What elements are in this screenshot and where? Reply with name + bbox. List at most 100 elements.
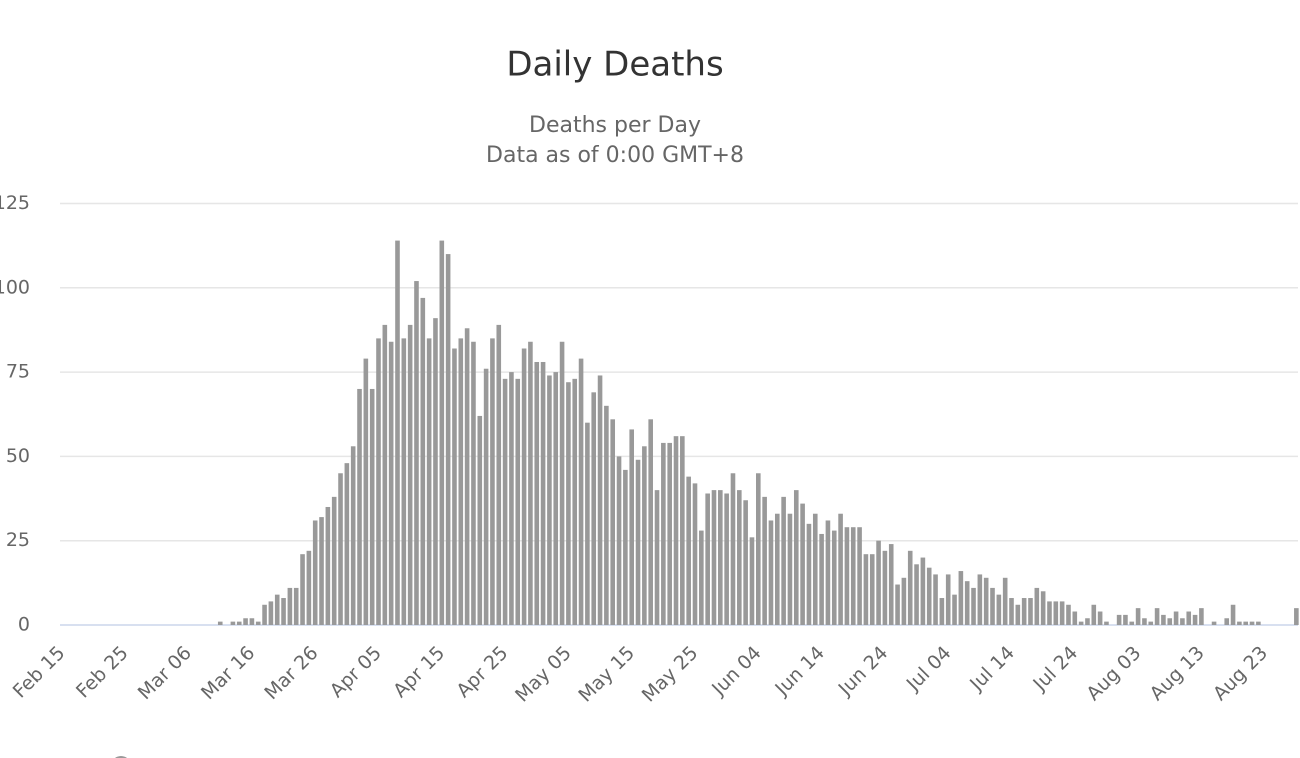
bar (920, 557, 926, 625)
bar (1211, 621, 1217, 625)
bar (445, 254, 451, 625)
bar (578, 358, 584, 625)
bar (648, 419, 653, 625)
bar (496, 324, 502, 625)
bar (262, 604, 267, 625)
bar (616, 456, 622, 625)
bar (914, 564, 919, 625)
bar (572, 378, 578, 625)
bar (756, 473, 761, 625)
bar (1199, 608, 1204, 625)
x-tick-label: May 25 (638, 642, 703, 707)
bar (1135, 608, 1141, 625)
y-tick-label: 75 (6, 361, 30, 383)
bar (907, 550, 913, 625)
bar (1015, 604, 1021, 625)
bar (388, 341, 394, 625)
bar (661, 442, 666, 625)
bar (1243, 621, 1249, 625)
bar (312, 520, 318, 625)
bar (319, 517, 324, 625)
bar (331, 496, 337, 625)
bar (705, 493, 710, 625)
x-tick-label: Jun 24 (834, 642, 893, 701)
bar (300, 554, 305, 625)
bar (439, 240, 445, 626)
x-tick-label: Feb 15 (9, 642, 70, 703)
x-tick-label: Aug 13 (1146, 642, 1209, 705)
bar (781, 496, 786, 625)
bar (1085, 618, 1090, 625)
bar (952, 594, 957, 625)
bar (869, 554, 875, 625)
bar (850, 527, 856, 625)
bar (1040, 591, 1046, 625)
bar (1230, 604, 1236, 625)
bar (737, 490, 742, 625)
x-tick-label: Apr 15 (389, 642, 449, 702)
x-tick-label: Apr 05 (326, 642, 386, 702)
x-tick-label: Mar 26 (260, 642, 322, 704)
bar (680, 436, 685, 625)
x-tick-label: Jul 04 (902, 642, 956, 696)
bar (369, 388, 375, 625)
bar (521, 348, 527, 625)
bar (812, 513, 818, 625)
bar (591, 392, 597, 625)
bar (458, 338, 464, 625)
bar (528, 341, 533, 625)
bar (477, 415, 483, 625)
bar (287, 587, 293, 625)
bar (1123, 614, 1128, 625)
bar (1167, 618, 1173, 625)
bar (363, 358, 369, 625)
bar (1078, 621, 1084, 625)
bar (325, 506, 331, 625)
bar (426, 338, 432, 625)
bar (895, 584, 900, 625)
bar (1002, 577, 1008, 625)
bar (243, 618, 248, 625)
bar (711, 490, 717, 625)
bar (1066, 604, 1071, 625)
y-tick-label: 50 (6, 445, 30, 467)
bar (629, 429, 634, 625)
bar (831, 530, 837, 625)
bar (1237, 621, 1242, 625)
bar (635, 459, 641, 625)
bar (407, 324, 413, 625)
bar (515, 378, 521, 625)
bar (1294, 608, 1299, 625)
bar (673, 436, 679, 625)
bar (230, 621, 236, 625)
x-tick-label: Aug 03 (1082, 642, 1145, 705)
bar (996, 594, 1002, 625)
bar (1129, 621, 1135, 625)
bar (844, 527, 850, 625)
bar (350, 446, 356, 625)
bar (642, 446, 647, 625)
bar (534, 361, 540, 625)
bar (585, 422, 590, 625)
bar (1009, 598, 1014, 625)
bar (800, 503, 805, 625)
y-tick-label: 25 (6, 529, 30, 551)
bar (306, 550, 312, 625)
bar (490, 338, 495, 625)
bar (547, 375, 552, 625)
bar (939, 598, 945, 625)
chart-title: Daily Deaths (506, 45, 723, 85)
bar (395, 240, 400, 626)
bar (1021, 598, 1027, 625)
bar (901, 577, 907, 625)
bar (1097, 611, 1103, 625)
bar (774, 513, 780, 625)
bar (452, 348, 457, 625)
bar (958, 571, 964, 625)
bar (553, 372, 559, 625)
bar (699, 530, 704, 625)
bar (597, 375, 603, 625)
bar (1186, 611, 1192, 625)
x-tick-label: Apr 25 (452, 642, 512, 702)
